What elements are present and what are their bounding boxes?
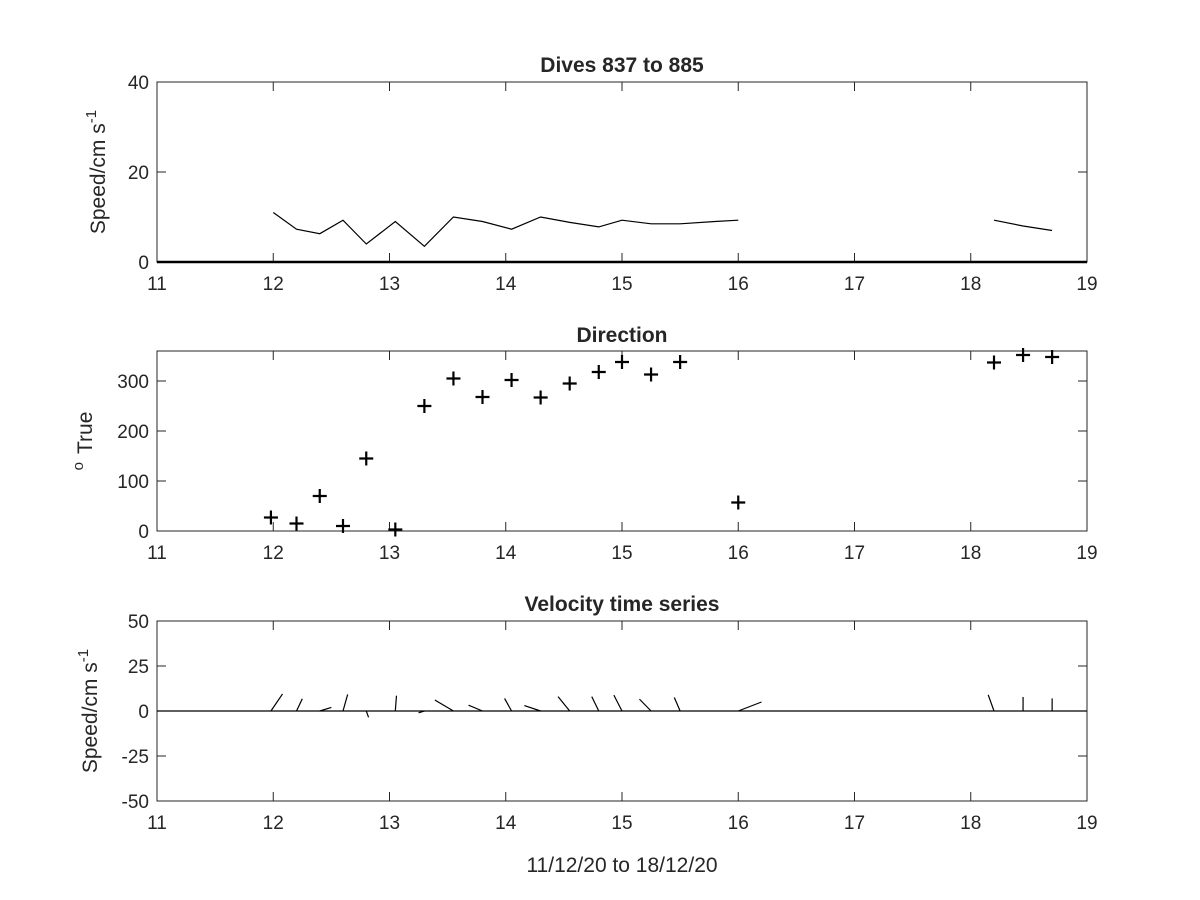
velocity-stick: [295, 698, 303, 712]
velocity-panel-ylabel: Speed/cm s-1: [75, 649, 102, 773]
direction-point: [417, 399, 432, 413]
velocity-xtick-label: 11: [147, 813, 167, 834]
speed-xtick-label: 11: [147, 274, 167, 295]
direction-point: [533, 390, 548, 405]
speed-xtick-label: 19: [1076, 274, 1097, 295]
velocity-stick: [434, 699, 454, 712]
direction-point: [644, 367, 659, 382]
velocity-xtick-label: 17: [844, 813, 865, 834]
direction-xtick-label: 15: [611, 543, 632, 564]
direction-axes-frame: [156, 350, 1088, 532]
direction-point: [987, 355, 1001, 370]
velocity-stick: [987, 694, 995, 712]
direction-xtick-label: 19: [1076, 543, 1097, 564]
direction-ytick-label: 200: [117, 422, 149, 443]
speed-xtick-label: 12: [263, 274, 284, 295]
direction-point: [359, 451, 374, 466]
direction-xtick-label: 11: [147, 543, 167, 564]
direction-point: [1016, 348, 1031, 362]
direction-point: [312, 489, 327, 503]
direction-panel-title: Direction: [576, 324, 667, 347]
velocity-ytick-label: -25: [122, 747, 149, 768]
speed-series-line-1: [993, 219, 1053, 232]
direction-point: [504, 373, 519, 387]
direction-point: [615, 355, 629, 369]
speed-axes-frame: [156, 81, 1088, 263]
velocity-ytick-label: -50: [122, 792, 149, 813]
speed-series-line-0: [272, 212, 739, 248]
velocity-stick: [557, 696, 571, 712]
velocity-panel-ylabel-sup: -1: [75, 649, 92, 662]
velocity-panel-title: Velocity time series: [525, 593, 720, 616]
speed-ytick-label: 20: [128, 163, 149, 184]
velocity-xtick-label: 15: [611, 813, 632, 834]
direction-xtick-label: 16: [728, 543, 749, 564]
speed-panel-title: Dives 837 to 885: [540, 54, 704, 77]
velocity-xtick-label: 16: [728, 813, 749, 834]
direction-point: [446, 371, 461, 386]
velocity-stick: [613, 694, 623, 712]
direction-ytick-label: 0: [138, 522, 149, 543]
speed-ytick-label: 40: [128, 73, 149, 94]
velocity-ytick-label: 0: [138, 702, 149, 723]
velocity-panel-ylabel-text: Speed/cm s: [79, 662, 102, 773]
speed-panel: Dives 837 to 885 Speed/cm s-1 11 12 13 14 15…: [83, 54, 1098, 295]
velocity-xtick-label: 13: [379, 813, 400, 834]
velocity-xtick-label: 18: [960, 813, 981, 834]
velocity-stick: [365, 710, 370, 718]
direction-ytick-label: 300: [117, 372, 149, 393]
speed-ytick-label: 0: [138, 253, 149, 274]
direction-point: [731, 495, 746, 510]
speed-xtick-label: 13: [379, 274, 400, 295]
direction-point: [263, 510, 278, 525]
velocity-panel-xlabel: 11/12/20 to 18/12/20: [526, 854, 717, 877]
direction-point: [591, 365, 606, 379]
direction-point: [336, 519, 350, 533]
direction-xtick-label: 17: [844, 543, 865, 564]
speed-panel-ylabel: Speed/cm s-1: [83, 110, 110, 234]
velocity-stick: [342, 694, 349, 712]
velocity-stick: [738, 701, 762, 712]
direction-point: [289, 516, 304, 531]
velocity-stick: [673, 697, 681, 712]
speed-panel-ylabel-text: Speed/cm s: [87, 123, 110, 234]
speed-xtick-label: 16: [728, 274, 749, 295]
direction-ytick-label: 100: [117, 472, 149, 493]
direction-point: [562, 376, 577, 391]
velocity-stick: [591, 696, 600, 712]
velocity-stick: [418, 710, 425, 714]
direction-panel-ylabel: o True: [70, 412, 97, 471]
velocity-panel: Velocity time series Speed/cm s-1 11/12/…: [75, 593, 1098, 877]
direction-xtick-label: 13: [379, 543, 400, 564]
direction-xtick-label: 18: [960, 543, 981, 564]
velocity-xtick-label: 19: [1076, 813, 1097, 834]
direction-point: [673, 355, 688, 369]
velocity-ytick-label: 25: [128, 657, 149, 678]
direction-panel: Direction o True 11 12 13 14 15 16 17 18 19 0 100 20…: [70, 324, 1098, 564]
velocity-ytick-label: 50: [128, 612, 149, 633]
speed-xtick-label: 15: [611, 274, 632, 295]
direction-point: [1045, 350, 1060, 364]
speed-xtick-label: 17: [844, 274, 865, 295]
velocity-stick: [270, 693, 284, 712]
velocity-stick: [639, 698, 652, 712]
direction-xtick-label: 12: [263, 543, 284, 564]
direction-point: [475, 390, 490, 404]
velocity-xtick-label: 12: [263, 813, 284, 834]
direction-panel-ylabel-prefix: o: [70, 462, 87, 470]
speed-xtick-label: 14: [495, 274, 517, 295]
velocity-xtick-label: 14: [495, 813, 517, 834]
direction-panel-ylabel-text: True: [74, 412, 97, 454]
direction-point: [388, 522, 403, 537]
direction-xtick-label: 14: [495, 543, 517, 564]
speed-xtick-label: 18: [960, 274, 981, 295]
velocity-stick: [504, 698, 513, 712]
velocity-stick: [524, 705, 541, 712]
velocity-stick: [319, 706, 332, 712]
speed-panel-ylabel-sup: -1: [83, 110, 100, 123]
velocity-stick: [468, 704, 483, 712]
velocity-stick: [394, 695, 398, 712]
